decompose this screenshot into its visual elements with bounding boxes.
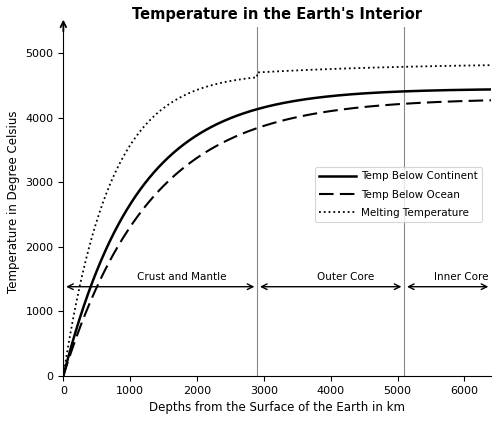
Temp Below Continent [82,299,88,304]
Temp Below Continent [269,103,275,108]
Temp Below Ocean [397,101,403,107]
Melting Temperature [488,63,494,68]
Text: Inner Core: Inner Core [434,272,489,282]
X-axis label: Depths from the Surface of the Earth in km: Depths from the Surface of the Earth in … [149,401,405,414]
Temp Below Ocean [60,373,66,378]
Temp Below Ocean [488,98,494,103]
Y-axis label: Temperature in Degree Celsius: Temperature in Degree Celsius [7,110,20,293]
Melting Temperature [257,70,263,75]
Melting Temperature [269,69,275,74]
Text: Outer Core: Outer Core [317,272,375,282]
Temp Below Continent [488,87,494,92]
Temp Below Continent [257,106,263,111]
Temp Below Continent [397,89,403,94]
Line: Temp Below Continent: Temp Below Continent [63,89,491,376]
Legend: Temp Below Continent, Temp Below Ocean, Melting Temperature: Temp Below Continent, Temp Below Ocean, … [315,167,481,222]
Line: Melting Temperature: Melting Temperature [63,65,491,376]
Temp Below Ocean [269,121,275,126]
Line: Temp Below Ocean: Temp Below Ocean [63,100,491,376]
Melting Temperature [475,63,481,68]
Temp Below Continent [475,87,481,92]
Melting Temperature [476,63,482,68]
Temp Below Ocean [476,98,482,103]
Temp Below Ocean [82,312,88,317]
Melting Temperature [82,260,88,265]
Temp Below Continent [476,87,482,92]
Text: Crust and Mantle: Crust and Mantle [137,272,226,282]
Temp Below Continent [60,373,66,378]
Temp Below Ocean [475,98,481,103]
Title: Temperature in the Earth's Interior: Temperature in the Earth's Interior [132,7,422,22]
Melting Temperature [397,64,403,69]
Temp Below Ocean [257,125,263,130]
Melting Temperature [60,373,66,378]
